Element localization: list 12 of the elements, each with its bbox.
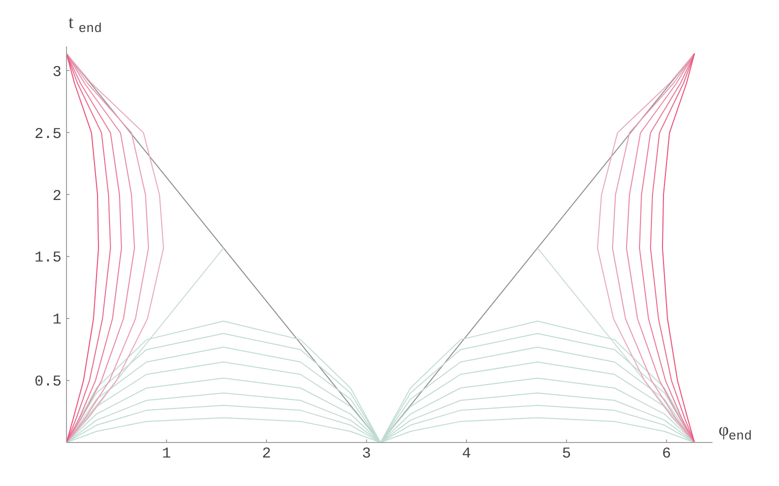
x-tick-label: 4 bbox=[462, 446, 472, 462]
y-tick-label: 0.5 bbox=[34, 374, 62, 391]
y-tick-label: 1.5 bbox=[34, 250, 62, 267]
x-tick-label: 1 bbox=[162, 446, 172, 462]
x-tick-label: 5 bbox=[562, 446, 572, 462]
x-tick-label: 2 bbox=[262, 446, 272, 462]
x-tick-label: 6 bbox=[662, 446, 671, 462]
x-tick-label: 3 bbox=[362, 446, 372, 462]
y-tick-label: 2 bbox=[52, 188, 62, 205]
y-tick-label: 2.5 bbox=[34, 126, 62, 143]
y-tick-label: 3 bbox=[52, 64, 62, 81]
y-tick-label: 1 bbox=[52, 312, 62, 329]
